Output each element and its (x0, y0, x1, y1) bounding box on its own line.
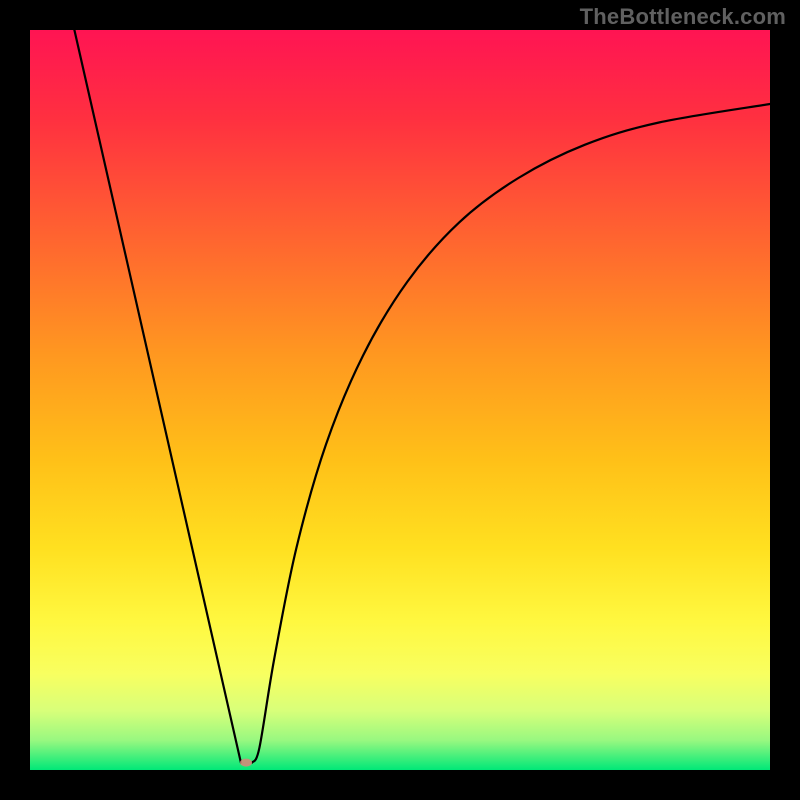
chart-frame: TheBottleneck.com (0, 0, 800, 800)
bottleneck-chart (30, 30, 770, 770)
plot-area (30, 30, 770, 770)
watermark-text: TheBottleneck.com (580, 4, 786, 30)
gradient-background (30, 30, 770, 770)
minimum-marker (240, 759, 252, 767)
